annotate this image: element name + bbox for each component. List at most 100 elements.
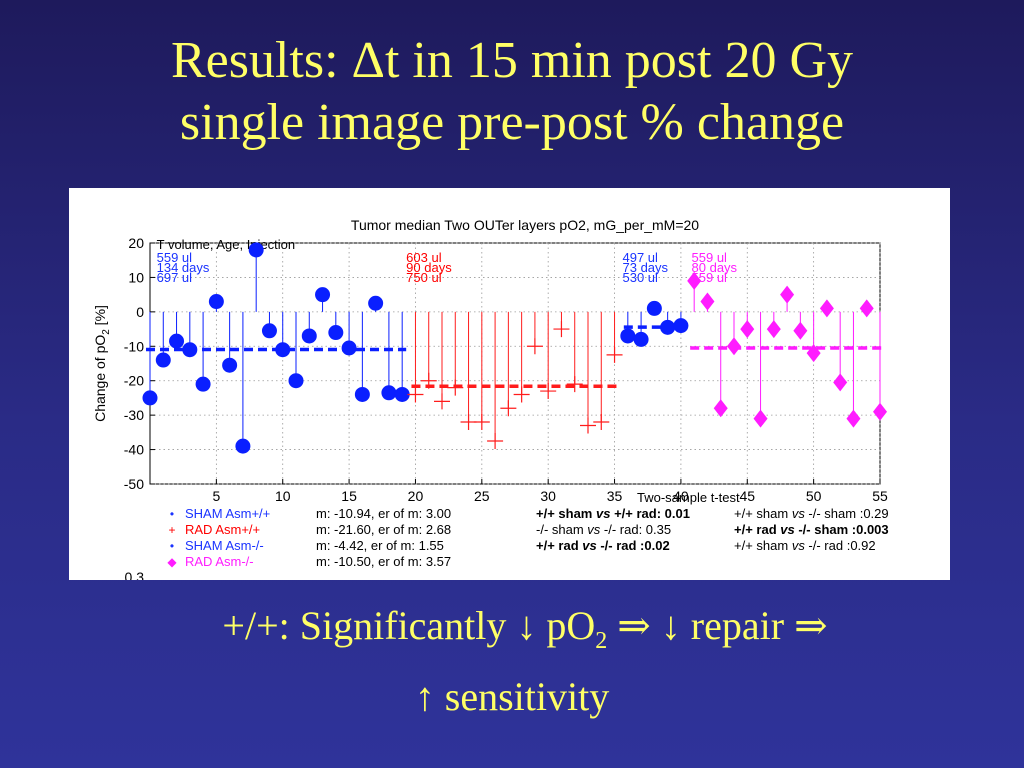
chart-svg: 5 10 15 20 25 30 35 40 45 50 55 20 10 0 -10 -20 -30 -40 -5… xyxy=(92,217,889,580)
data-point xyxy=(261,323,277,339)
data-point xyxy=(620,328,636,344)
y-tick-label: -30 xyxy=(124,407,144,423)
slide-title: Results: Δt in 15 min post 20 Gy single … xyxy=(0,30,1024,154)
x-tick-label: 30 xyxy=(540,488,556,504)
legend-label: SHAM Asm-/- xyxy=(185,538,264,553)
ttest-result: +/+ sham vs -/- sham :0.29 xyxy=(734,506,889,521)
y-tick-label: 0 xyxy=(136,304,144,320)
data-point xyxy=(660,319,676,335)
plot-area xyxy=(149,242,881,485)
data-point xyxy=(315,287,331,303)
data-point xyxy=(407,386,424,403)
group-label-line: 73 days xyxy=(623,260,669,275)
data-point xyxy=(288,373,304,389)
group-label-line: 559 ul xyxy=(692,250,728,265)
data-point xyxy=(354,386,370,402)
data-point xyxy=(700,292,715,311)
data-point xyxy=(301,328,317,344)
ttest-result: +/+ sham vs +/+ rad: 0.01 xyxy=(536,506,690,521)
x-tick-label: 35 xyxy=(607,488,623,504)
data-point xyxy=(381,385,397,401)
data-point xyxy=(155,352,171,368)
data-point xyxy=(580,417,596,434)
slide-title-line1: Results: Δt in 15 min post 20 Gy xyxy=(170,32,854,89)
ttest-result: +/+ rad vs -/- rad :0.02 xyxy=(536,538,670,553)
x-tick-label: 5 xyxy=(212,488,220,504)
stats-text: m: -4.42, er of m: 1.55 xyxy=(316,538,444,553)
data-point xyxy=(420,372,437,389)
data-point xyxy=(208,294,224,310)
caption-line2: ↑ sensitivity xyxy=(0,669,1024,725)
stats-text: m: -10.50, er of m: 3.57 xyxy=(316,554,451,569)
y-tick-label: -10 xyxy=(124,338,144,354)
data-point xyxy=(248,242,264,258)
data-point xyxy=(540,383,557,400)
data-point xyxy=(727,337,741,356)
x-tick-label: 50 xyxy=(806,488,822,504)
data-point xyxy=(368,295,384,311)
data-point xyxy=(753,409,768,428)
x-tick-label: 10 xyxy=(275,488,291,504)
data-point xyxy=(846,409,861,428)
group-label-line: 603 ul xyxy=(406,250,442,265)
data-point xyxy=(673,318,689,334)
data-point xyxy=(434,393,450,410)
data-point xyxy=(646,300,662,316)
stats-text: m: -21.60, er of m: 2.68 xyxy=(316,522,451,537)
data-point xyxy=(553,321,570,338)
caption-po: pO xyxy=(536,603,596,648)
data-point xyxy=(513,386,530,403)
implies-arrow-icon: ⇒ xyxy=(794,603,828,648)
legend-marker: ◆ xyxy=(167,555,177,569)
y-tick-label: -20 xyxy=(124,373,144,389)
data-point xyxy=(473,414,490,431)
x-tick-label: 40 xyxy=(673,488,689,504)
legend-marker: + xyxy=(168,523,175,537)
data-point xyxy=(806,344,821,363)
data-point xyxy=(833,373,848,392)
data-point xyxy=(328,325,344,341)
data-point xyxy=(740,320,755,339)
group-label-line: 497 ul xyxy=(623,250,659,265)
group-label-line: 750 ul xyxy=(406,270,442,285)
group-label-line: 90 days xyxy=(406,260,452,275)
group-label-line: 559 ul xyxy=(157,250,193,265)
data-point xyxy=(873,402,887,421)
x-tick-label: 25 xyxy=(474,488,490,504)
down-arrow-icon: ↓ xyxy=(516,603,537,648)
data-point xyxy=(526,338,543,355)
y-tick-label: 10 xyxy=(128,269,144,285)
slide-caption: +/+: Significantly ↓ pO2 ⇒ ↓ repair ⇒ ↑ … xyxy=(0,598,1024,725)
legend-marker: • xyxy=(170,539,174,553)
x-tick-label: 55 xyxy=(872,488,888,504)
data-point xyxy=(500,400,517,417)
group-label-line: 697 ul xyxy=(157,270,193,285)
legend-label: RAD Asm-/- xyxy=(185,554,254,569)
chart-title: Tumor median Two OUTer layers pO2, mG_pe… xyxy=(351,217,699,233)
data-point xyxy=(487,432,504,449)
data-point xyxy=(766,320,781,339)
ttest-title: Two-sample t-test xyxy=(637,490,740,505)
group-label-line: 134 days xyxy=(157,260,210,275)
x-tick-label: 20 xyxy=(408,488,424,504)
legend-label: RAD Asm+/+ xyxy=(185,522,260,537)
y-tick-label: 20 xyxy=(128,235,144,251)
ttest-result: -/- sham vs -/- rad: 0.35 xyxy=(536,522,671,537)
caption-line1: +/+: Significantly ↓ pO2 ⇒ ↓ repair ⇒ xyxy=(0,598,1024,669)
data-point xyxy=(566,376,583,393)
data-point xyxy=(275,342,291,358)
stats-text: m: -10.94, er of m: 3.00 xyxy=(316,506,451,521)
y-tick-label: -40 xyxy=(124,442,144,458)
legend-marker: • xyxy=(170,507,174,521)
data-point xyxy=(394,386,410,402)
data-point xyxy=(235,438,251,454)
data-point xyxy=(195,376,211,392)
data-point xyxy=(593,414,610,431)
chart-figure: 5 10 15 20 25 30 35 40 45 50 55 20 10 0 -10 -20 -30 -40 -5… xyxy=(69,188,950,580)
y-axis-label: Change of pO2 [%] xyxy=(92,305,112,422)
group-label-line: 530 ul xyxy=(623,270,659,285)
data-point xyxy=(793,321,808,340)
caption-prefix: +/+: Significantly xyxy=(222,603,517,648)
data-point xyxy=(447,379,464,396)
data-point xyxy=(687,271,702,290)
